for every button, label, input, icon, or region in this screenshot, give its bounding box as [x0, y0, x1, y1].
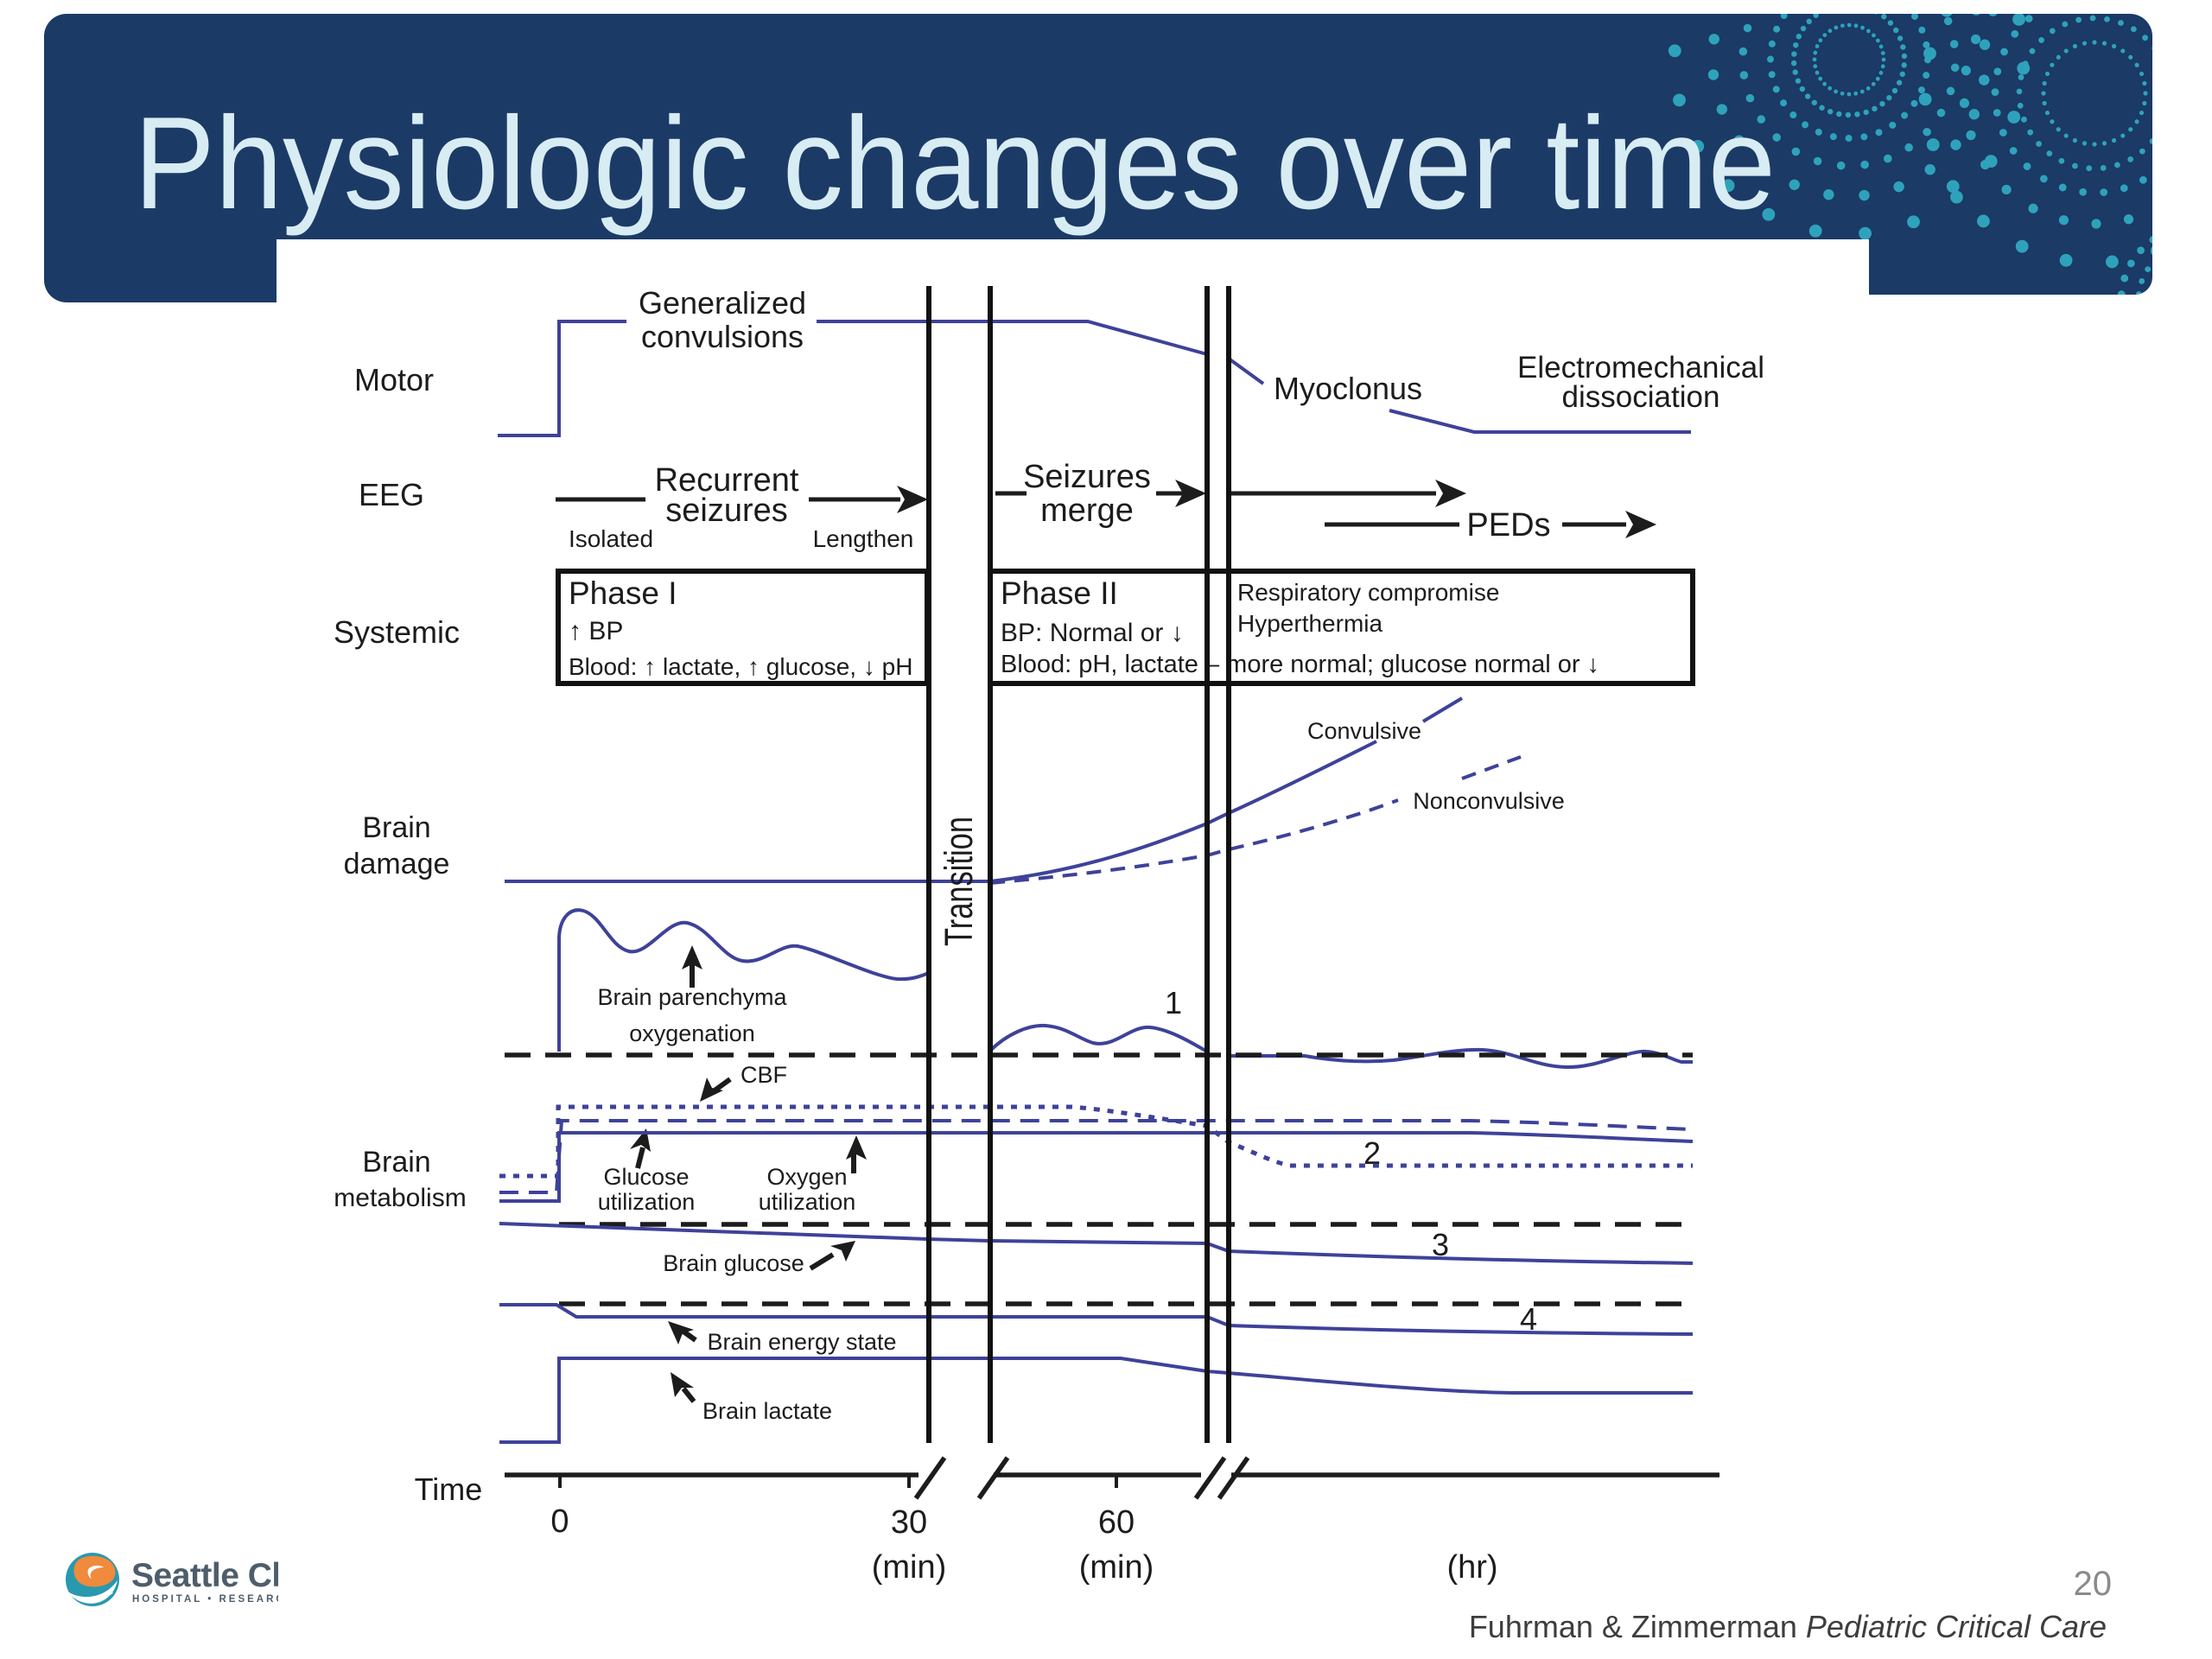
- svg-text:damage: damage: [344, 848, 450, 880]
- svg-text:20: 20: [2074, 1565, 2113, 1603]
- svg-text:Myoclonus: Myoclonus: [1274, 371, 1422, 406]
- svg-text:0: 0: [550, 1503, 569, 1540]
- svg-text:merge: merge: [1040, 493, 1134, 529]
- svg-text:Brain: Brain: [362, 1146, 430, 1179]
- svg-text:Brain: Brain: [362, 811, 430, 844]
- svg-text:3: 3: [1432, 1227, 1449, 1262]
- svg-text:4: 4: [1520, 1301, 1537, 1337]
- svg-text:CBF: CBF: [741, 1062, 787, 1088]
- svg-text:↑ BP: ↑ BP: [569, 617, 623, 645]
- svg-text:EEG: EEG: [359, 477, 424, 512]
- svg-text:BP: Normal or ↓: BP: Normal or ↓: [1001, 619, 1184, 647]
- svg-text:seizures: seizures: [665, 493, 788, 529]
- svg-text:convulsions: convulsions: [641, 319, 804, 354]
- svg-text:Physiologic changes over time: Physiologic changes over time: [134, 90, 1776, 237]
- svg-text:Seattle Ch: Seattle Ch: [131, 1557, 292, 1594]
- svg-text:2: 2: [1363, 1135, 1381, 1171]
- svg-text:30: 30: [891, 1504, 927, 1541]
- svg-text:Electromechanical: Electromechanical: [1517, 351, 1764, 385]
- svg-text:Brain glucose: Brain glucose: [663, 1250, 804, 1276]
- svg-text:Phase I: Phase I: [569, 575, 677, 611]
- svg-text:(min): (min): [1079, 1549, 1154, 1586]
- svg-text:Oxygen: Oxygen: [766, 1164, 847, 1190]
- svg-text:oxygenation: oxygenation: [629, 1020, 755, 1046]
- svg-text:Respiratory compromise: Respiratory compromise: [1237, 579, 1499, 606]
- svg-text:Seizures: Seizures: [1023, 459, 1151, 495]
- svg-text:Brain lactate: Brain lactate: [702, 1398, 832, 1424]
- svg-text:Brain energy state: Brain energy state: [707, 1329, 896, 1355]
- svg-text:Blood: pH, lactate – more norm: Blood: pH, lactate – more normal; glucos…: [1001, 651, 1599, 678]
- svg-text:Nonconvulsive: Nonconvulsive: [1413, 788, 1565, 814]
- svg-text:Convulsive: Convulsive: [1307, 718, 1421, 744]
- svg-text:Systemic: Systemic: [334, 614, 460, 650]
- svg-text:Brain parenchyma: Brain parenchyma: [597, 984, 787, 1010]
- svg-text:Isolated: Isolated: [569, 525, 653, 552]
- svg-text:Time: Time: [415, 1471, 483, 1507]
- svg-text:Glucose: Glucose: [603, 1164, 689, 1190]
- svg-text:(hr): (hr): [1446, 1549, 1497, 1586]
- svg-text:Transition: Transition: [937, 817, 981, 946]
- svg-text:Phase II: Phase II: [1001, 575, 1118, 611]
- svg-text:(min): (min): [872, 1549, 947, 1586]
- svg-text:Blood: ↑ lactate, ↑ glucose, ↓: Blood: ↑ lactate, ↑ glucose, ↓ pH: [569, 653, 912, 680]
- svg-text:Generalized: Generalized: [639, 285, 806, 321]
- svg-text:metabolism: metabolism: [334, 1184, 466, 1212]
- svg-text:Recurrent: Recurrent: [655, 462, 799, 499]
- svg-text:utilization: utilization: [759, 1189, 856, 1215]
- svg-text:utilization: utilization: [598, 1189, 696, 1215]
- svg-text:1: 1: [1165, 985, 1182, 1020]
- svg-text:60: 60: [1098, 1504, 1135, 1541]
- svg-text:Motor: Motor: [354, 362, 434, 397]
- svg-text:Fuhrman & Zimmerman Pediatric: Fuhrman & Zimmerman Pediatric Critical C…: [1469, 1609, 2107, 1644]
- svg-text:Lengthen: Lengthen: [813, 525, 914, 552]
- svg-text:Hyperthermia: Hyperthermia: [1237, 610, 1382, 637]
- svg-text:PEDs: PEDs: [1466, 507, 1550, 543]
- svg-text:dissociation: dissociation: [1562, 380, 1720, 414]
- svg-text:HOSPITAL • RESEARCH: HOSPITAL • RESEARCH: [132, 1594, 296, 1605]
